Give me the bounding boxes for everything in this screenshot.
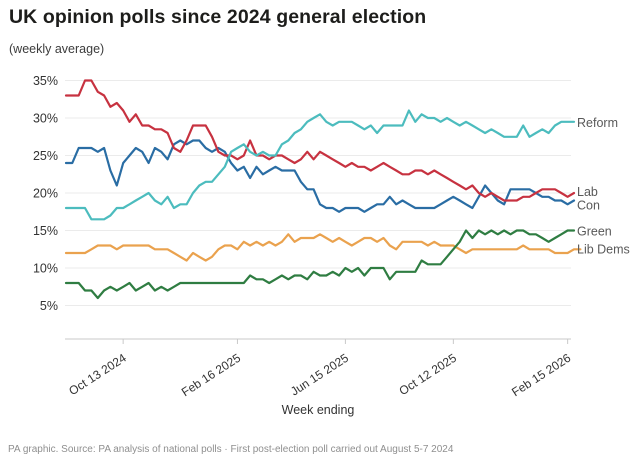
y-tick-label: 20% bbox=[33, 187, 58, 201]
series-line-green bbox=[64, 229, 576, 300]
x-tick-label: Feb 15 2026 bbox=[509, 351, 573, 400]
y-tick-label: 15% bbox=[33, 224, 58, 238]
y-tick-label: 5% bbox=[40, 299, 58, 313]
x-tick-label: Feb 16 2025 bbox=[179, 351, 243, 400]
x-tick-label: Oct 13 2024 bbox=[66, 351, 129, 399]
y-tick-label: 25% bbox=[33, 149, 58, 163]
chart-subtitle: (weekly average) bbox=[9, 42, 105, 56]
x-tick-label: Jun 15 2025 bbox=[288, 351, 351, 399]
series-line-lab bbox=[64, 79, 576, 202]
series-end-label-green: Green bbox=[577, 225, 612, 239]
series-line-lib-dems bbox=[64, 233, 582, 262]
series-line-con bbox=[64, 139, 576, 213]
y-tick-label: 35% bbox=[33, 74, 58, 88]
y-tick-label: 10% bbox=[33, 262, 58, 276]
series-line-reform bbox=[64, 109, 576, 221]
series-end-label-reform: Reform bbox=[577, 116, 618, 130]
series-end-label-lab: Lab bbox=[577, 185, 598, 199]
x-tick-label: Oct 12 2025 bbox=[397, 351, 460, 399]
series-end-label-lib-dems: Lib Dems bbox=[577, 242, 630, 256]
source-note: PA graphic. Source: PA analysis of natio… bbox=[8, 444, 454, 455]
chart-title: UK opinion polls since 2024 general elec… bbox=[9, 6, 427, 28]
y-tick-label: 30% bbox=[33, 112, 58, 126]
x-axis-title: Week ending bbox=[282, 403, 355, 417]
series-end-label-con: Con bbox=[577, 199, 600, 213]
